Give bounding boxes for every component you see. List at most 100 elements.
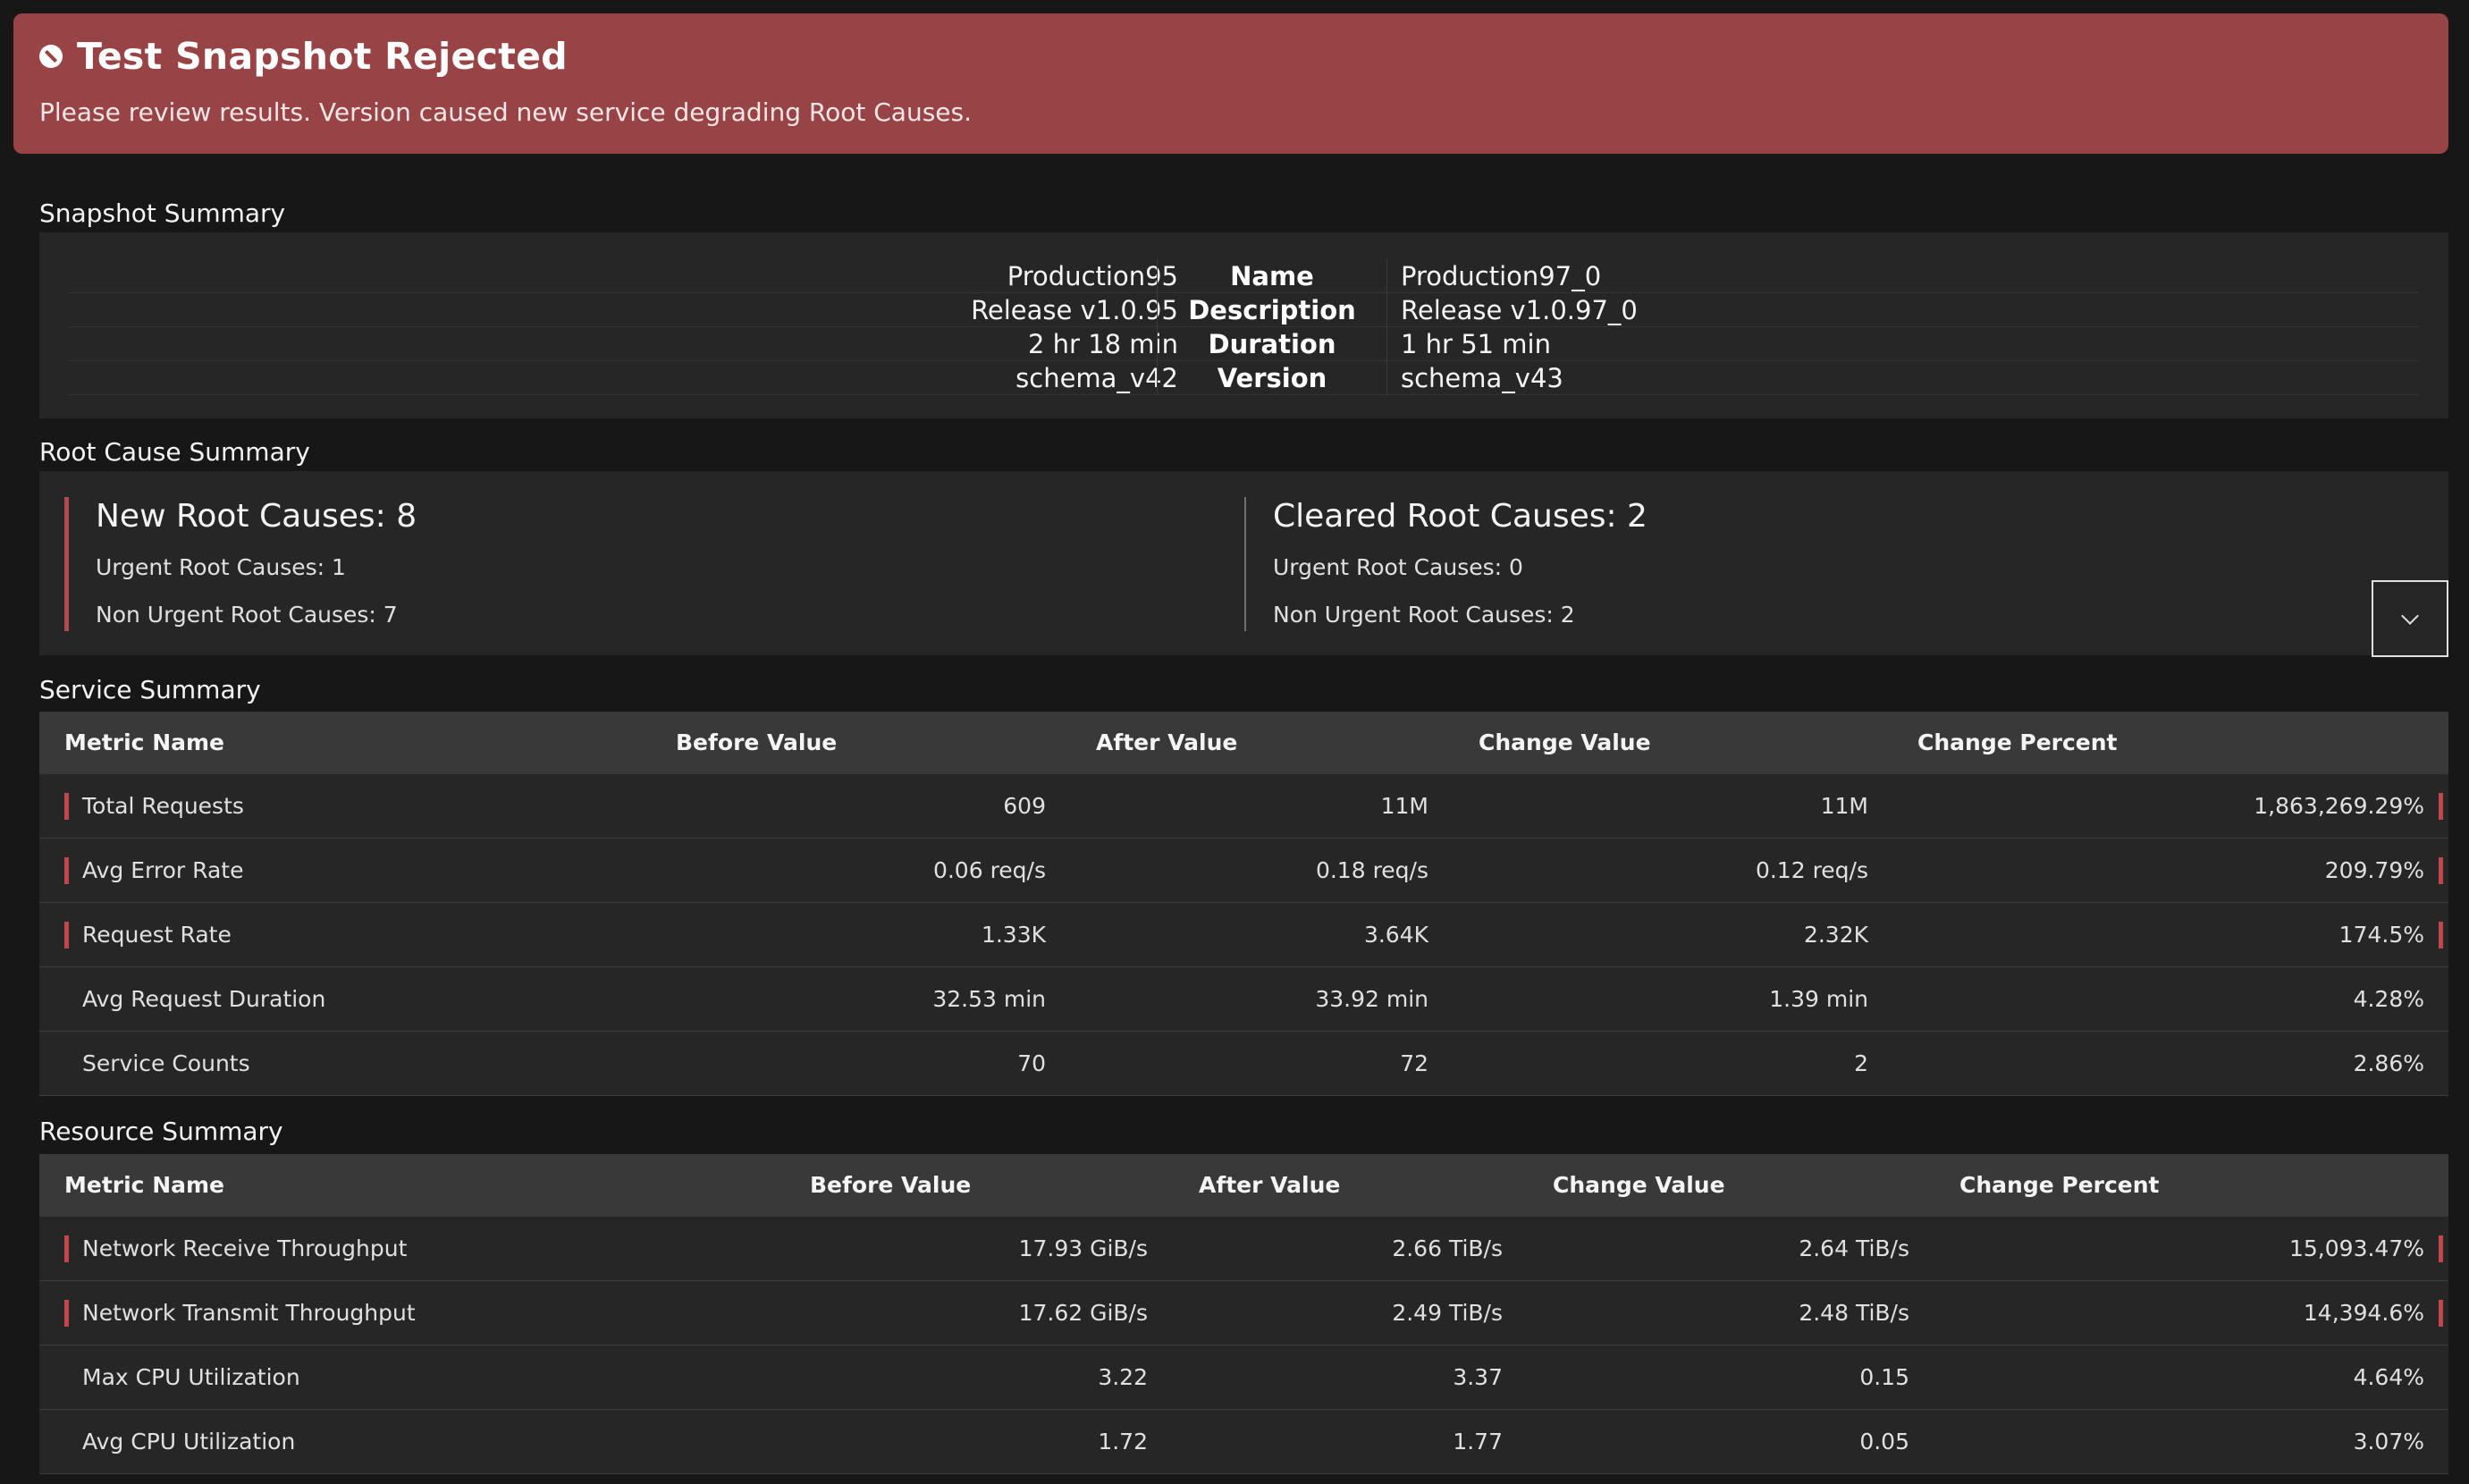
resource-summary-title: Resource Summary xyxy=(39,1117,283,1146)
before-value: 17.93 GiB/s xyxy=(1018,1235,1148,1261)
degradation-marker xyxy=(64,922,69,949)
root-cause-summary-panel: New Root Causes: 8 Urgent Root Causes: 1… xyxy=(39,471,2448,655)
snapshot-row-description: Release v1.0.95 Description Release v1.0… xyxy=(68,293,2419,327)
cleared-non-urgent-root-causes: Non Urgent Root Causes: 2 xyxy=(1273,602,1575,628)
expand-root-causes-button[interactable] xyxy=(2372,580,2448,657)
column-header-before-value[interactable]: Before Value xyxy=(810,1172,972,1198)
banner-title-row: Test Snapshot Rejected xyxy=(39,35,2423,78)
snapshot-after-value: 1 hr 51 min xyxy=(1401,329,1551,359)
change-value: 2.64 TiB/s xyxy=(1799,1235,1909,1261)
before-value: 17.62 GiB/s xyxy=(1018,1300,1148,1326)
degradation-marker xyxy=(2439,793,2443,820)
snapshot-row-duration: 2 hr 18 min Duration 1 hr 51 min xyxy=(68,327,2419,361)
change-value: 2.32K xyxy=(1803,922,1868,948)
degradation-marker xyxy=(64,857,69,884)
degradation-marker xyxy=(2439,922,2443,949)
metric-name: Avg Request Duration xyxy=(82,986,326,1012)
table-row: Avg Error Rate 0.06 req/s 0.18 req/s 0.1… xyxy=(39,839,2448,903)
change-percent: 4.28% xyxy=(2353,986,2424,1012)
before-value: 1.72 xyxy=(1098,1429,1148,1454)
before-value: 0.06 req/s xyxy=(932,857,1046,883)
after-value: 72 xyxy=(1400,1050,1428,1076)
snapshot-summary-title: Snapshot Summary xyxy=(39,198,286,228)
table-row: Network Transmit Throughput 17.62 GiB/s … xyxy=(39,1281,2448,1345)
column-header-metric-name[interactable]: Metric Name xyxy=(64,729,225,755)
new-root-causes: New Root Causes: 8 Urgent Root Causes: 1… xyxy=(64,497,1218,631)
change-value: 2 xyxy=(1854,1050,1868,1076)
banner-message: Please review results. Version caused ne… xyxy=(39,97,972,127)
metric-name: Network Transmit Throughput xyxy=(82,1300,416,1326)
snapshot-after-value: Release v1.0.97_0 xyxy=(1401,295,1638,325)
after-value: 0.18 req/s xyxy=(1315,857,1428,883)
snapshot-before-value: 2 hr 18 min xyxy=(1028,329,1178,359)
snapshot-row-version: schema_v42 Version schema_v43 xyxy=(68,361,2419,395)
snapshot-label: Duration xyxy=(1157,327,1387,361)
cleared-root-causes-heading: Cleared Root Causes: 2 xyxy=(1273,498,1647,535)
metric-name: Request Rate xyxy=(82,922,232,948)
change-percent: 174.5% xyxy=(2338,922,2424,948)
column-header-change-percent[interactable]: Change Percent xyxy=(1917,729,2118,755)
snapshot-after-value: schema_v43 xyxy=(1401,363,1563,393)
column-header-change-value[interactable]: Change Value xyxy=(1553,1172,1725,1198)
column-header-after-value[interactable]: After Value xyxy=(1096,729,1238,755)
change-value: 1.39 min xyxy=(1769,986,1868,1012)
new-urgent-root-causes: Urgent Root Causes: 1 xyxy=(96,554,346,580)
root-cause-summary-title: Root Cause Summary xyxy=(39,437,310,467)
change-percent: 15,093.47% xyxy=(2289,1235,2424,1261)
cleared-urgent-root-causes: Urgent Root Causes: 0 xyxy=(1273,554,1523,580)
before-value: 609 xyxy=(1003,793,1046,819)
column-header-change-percent[interactable]: Change Percent xyxy=(1959,1172,2160,1198)
new-non-urgent-root-causes: Non Urgent Root Causes: 7 xyxy=(96,602,398,628)
snapshot-row-name: Production95 Name Production97_0 xyxy=(68,259,2419,293)
table-row: Max CPU Utilization 3.22 3.37 0.15 4.64% xyxy=(39,1345,2448,1410)
degradation-marker xyxy=(64,1235,69,1262)
snapshot-summary-panel: Production95 Name Production97_0 Release… xyxy=(39,232,2448,418)
before-value: 32.53 min xyxy=(932,986,1046,1012)
metric-name: Network Receive Throughput xyxy=(82,1235,408,1261)
change-value: 11M xyxy=(1820,793,1868,819)
after-value: 11M xyxy=(1380,793,1428,819)
after-value: 33.92 min xyxy=(1315,986,1428,1012)
degradation-marker xyxy=(64,1300,69,1327)
snapshot-label: Description xyxy=(1157,293,1387,327)
column-header-metric-name[interactable]: Metric Name xyxy=(64,1172,225,1198)
after-value: 2.66 TiB/s xyxy=(1392,1235,1503,1261)
change-percent: 3.07% xyxy=(2353,1429,2424,1454)
before-value: 70 xyxy=(1017,1050,1046,1076)
cleared-root-causes: Cleared Root Causes: 2 Urgent Root Cause… xyxy=(1244,497,2317,631)
metric-name: Max CPU Utilization xyxy=(82,1364,300,1390)
resource-summary-table: Metric Name Before Value After Value Cha… xyxy=(39,1154,2448,1474)
table-row: Avg CPU Utilization 1.72 1.77 0.05 3.07% xyxy=(39,1410,2448,1474)
service-summary-table: Metric Name Before Value After Value Cha… xyxy=(39,712,2448,1096)
banner-title: Test Snapshot Rejected xyxy=(77,35,568,78)
snapshot-label: Version xyxy=(1157,361,1387,395)
after-value: 3.37 xyxy=(1453,1364,1503,1390)
column-header-before-value[interactable]: Before Value xyxy=(676,729,838,755)
change-percent: 14,394.6% xyxy=(2303,1300,2424,1326)
column-header-change-value[interactable]: Change Value xyxy=(1479,729,1651,755)
degradation-marker xyxy=(2439,1235,2443,1262)
table-row: Avg Request Duration 32.53 min 33.92 min… xyxy=(39,967,2448,1032)
before-value: 1.33K xyxy=(981,922,1046,948)
snapshot-before-value: schema_v42 xyxy=(1015,363,1178,393)
snapshot-label: Name xyxy=(1157,259,1387,293)
before-value: 3.22 xyxy=(1098,1364,1148,1390)
after-value: 1.77 xyxy=(1453,1429,1503,1454)
snapshot-after-value: Production97_0 xyxy=(1401,261,1602,291)
change-value: 0.05 xyxy=(1859,1429,1909,1454)
after-value: 2.49 TiB/s xyxy=(1392,1300,1503,1326)
degradation-marker xyxy=(2439,1300,2443,1327)
metric-name: Total Requests xyxy=(82,793,244,819)
metric-name: Avg Error Rate xyxy=(82,857,244,883)
column-header-after-value[interactable]: After Value xyxy=(1199,1172,1341,1198)
change-value: 0.15 xyxy=(1859,1364,1909,1390)
table-header: Metric Name Before Value After Value Cha… xyxy=(39,1154,2448,1217)
degradation-marker xyxy=(64,793,69,820)
change-value: 2.48 TiB/s xyxy=(1799,1300,1909,1326)
chevron-down-icon xyxy=(2401,607,2419,625)
table-row: Total Requests 609 11M 11M 1,863,269.29% xyxy=(39,774,2448,839)
after-value: 3.64K xyxy=(1363,922,1428,948)
snapshot-before-value: Release v1.0.95 xyxy=(971,295,1178,325)
change-percent: 2.86% xyxy=(2353,1050,2424,1076)
